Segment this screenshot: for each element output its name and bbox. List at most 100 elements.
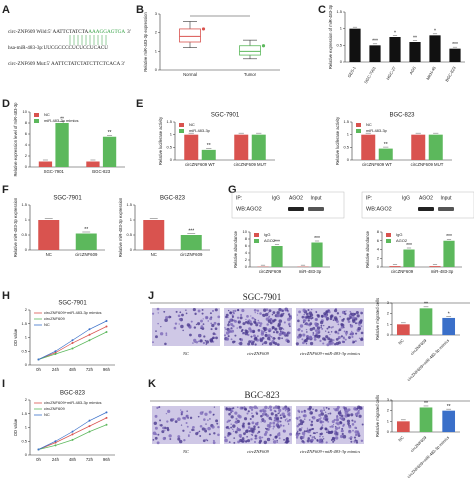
cell [340,417,344,421]
cell [154,426,158,430]
blot-wb: WB:AGO2 [236,206,262,212]
cell [256,322,259,324]
cell [190,320,193,323]
x-tick-label: circZNF609 [75,252,98,257]
cell [357,409,360,412]
cell [310,420,314,423]
cell [321,327,324,330]
cell [301,436,305,439]
cell [233,437,236,439]
cell [225,407,229,411]
y-tick-label: 3 [387,300,390,305]
significance: *** [452,42,458,48]
cell [344,338,347,341]
cell [201,427,205,431]
legend-label: IgG [396,232,402,237]
cell [296,335,301,339]
point [71,347,74,350]
cell [353,436,357,439]
cell [165,412,168,415]
significance: * [434,29,436,35]
x-tick-label: NC [46,252,52,257]
cell [355,441,359,444]
x-tick-label: miR-483-3p [299,269,322,274]
bar [271,246,283,267]
point [105,331,108,333]
legend-label: NC [44,412,50,417]
cell [309,411,313,415]
point [88,333,91,336]
cell [343,310,346,313]
cell [333,418,336,422]
cell [232,424,236,428]
cell [194,312,197,316]
y-axis-label: OD value [13,328,18,346]
cell [332,326,334,328]
cell [325,418,329,422]
bar [102,136,117,167]
cell [357,322,359,324]
cell [262,326,266,330]
cell [334,436,339,440]
cell [160,423,163,427]
cell [314,317,318,322]
cell [216,422,219,425]
point [105,411,108,414]
point [88,430,91,433]
sequence-part: AAAGGAGTGA [88,29,125,35]
cell [202,341,206,345]
y-tick-label: 1 [387,321,390,326]
micrograph-label: circZNF609+miR-483-3p mimics [300,351,360,356]
cell [349,324,351,326]
cell [225,426,228,429]
blot-band [438,207,454,211]
cell [268,342,273,346]
point [54,444,57,447]
cell [351,335,354,338]
cell [345,310,347,312]
cell [177,314,181,318]
micrograph-label: circZNF609 [247,449,270,454]
bar [442,317,456,335]
cell [199,424,203,428]
cell [251,430,254,433]
cell [337,335,341,340]
cell [315,311,318,313]
y-tick-label: 4 [245,250,248,255]
legend-swatch [179,123,184,127]
cell [202,318,204,320]
cell [179,439,183,444]
cell [228,412,231,416]
bar [55,123,69,167]
cell [330,326,333,329]
cell [309,322,313,326]
micrograph-label: circZNF609+miR-483-3p mimics [300,449,360,454]
cell [235,417,238,420]
cell [227,427,230,429]
y-tick-label: 0 [170,157,173,162]
y-tick-label: 0 [130,247,133,252]
cell [320,326,322,329]
cell [225,337,230,341]
cell [277,313,281,318]
cell [284,409,287,412]
cell [301,330,303,332]
cell [265,328,268,331]
y-tick-label: 2 [25,397,28,402]
y-tick-label: 0.5 [21,232,27,237]
cell [256,407,259,409]
cell [238,433,242,438]
cell [224,436,227,439]
cell [301,431,306,436]
cell [288,316,293,320]
cell [296,425,299,428]
cell [310,423,314,427]
cell [295,416,299,420]
cell [275,437,277,440]
cell [319,320,324,325]
cell [239,341,243,346]
cell [258,441,262,444]
y-tick-label: 0.5 [126,232,132,237]
x-tick-label: 24h [52,457,60,462]
cell [200,319,203,323]
